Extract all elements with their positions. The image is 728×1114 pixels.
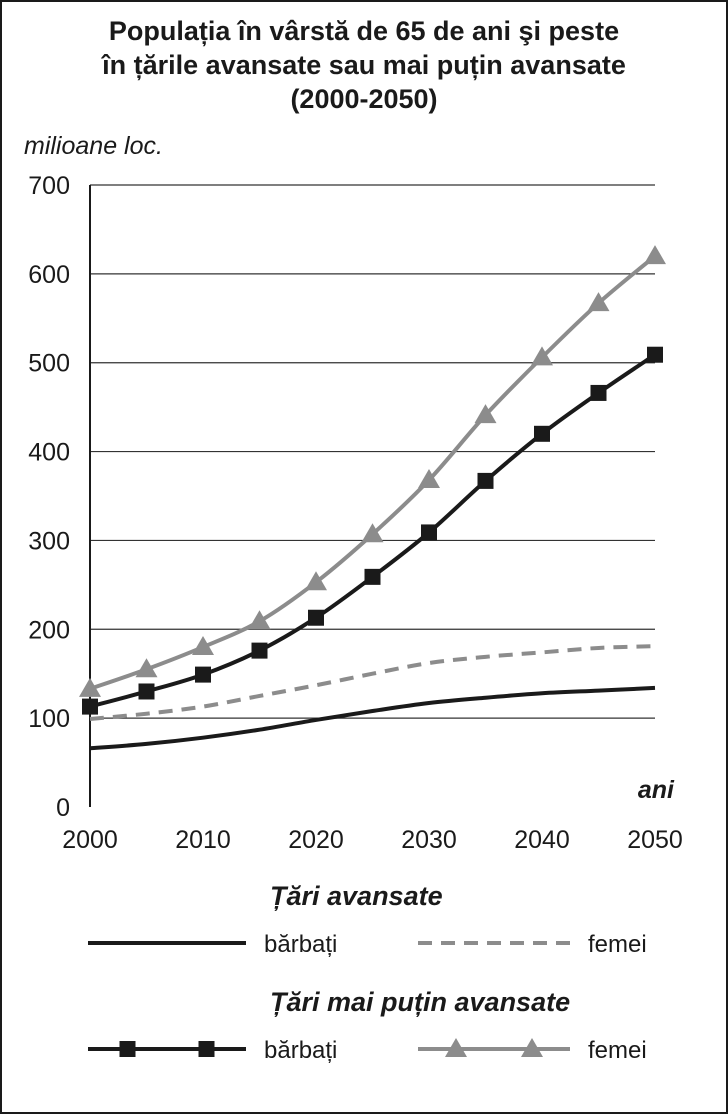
data-point — [587, 292, 610, 312]
y-tick-label: 0 — [56, 794, 70, 822]
data-point — [248, 610, 271, 630]
legend-marker — [198, 1041, 215, 1057]
data-point — [135, 658, 158, 678]
legend-label: bărbați — [264, 931, 337, 958]
data-point — [418, 469, 440, 489]
series-1 — [89, 644, 656, 722]
data-point — [647, 346, 663, 363]
data-point — [531, 346, 553, 366]
legend: Țări avansate bărbați femei Țări mai puțin … — [88, 881, 647, 1064]
data-point — [421, 524, 437, 541]
series-lines — [79, 245, 666, 751]
data-point — [192, 636, 214, 656]
y-tick-label: 300 — [28, 527, 70, 555]
chart-title-line-1: Populația în vârstă de 65 de ani şi pest… — [108, 16, 620, 46]
legend-group-title: Țări avansate — [270, 881, 443, 911]
series-line — [89, 254, 657, 691]
y-tick-label: 600 — [28, 261, 70, 289]
x-tick-label: 2030 — [401, 826, 457, 854]
x-tick-label: 2000 — [62, 826, 118, 854]
y-tick-label: 700 — [28, 172, 70, 200]
series-2 — [82, 346, 663, 715]
data-point — [251, 642, 268, 659]
x-tick-labels: 2000 2010 2020 2030 2040 2050 — [62, 826, 683, 854]
data-point — [474, 404, 497, 424]
legend-marker — [445, 1038, 467, 1057]
chart-title-line-2: în țările avansate sau mai puțin avansat… — [102, 50, 626, 80]
y-tick-labels: 0 100 200 300 400 500 600 700 — [28, 172, 70, 822]
legend-label: femei — [588, 1037, 647, 1064]
x-axis-label: ani — [638, 776, 675, 804]
y-tick-label: 200 — [28, 616, 70, 644]
chart-title: Populația în vârstă de 65 de ani şi pest… — [0, 14, 728, 116]
data-point — [79, 677, 101, 697]
x-tick-label: 2040 — [514, 826, 570, 854]
y-tick-label: 100 — [28, 705, 70, 733]
y-tick-label: 500 — [28, 350, 70, 378]
legend-marker — [521, 1038, 543, 1057]
data-point — [138, 683, 155, 700]
x-tick-label: 2050 — [627, 826, 683, 854]
data-point — [305, 571, 327, 591]
x-tick-label: 2010 — [175, 826, 231, 854]
data-point — [361, 523, 384, 543]
grid-lines — [90, 184, 655, 719]
x-tick-label: 2020 — [288, 826, 344, 854]
y-axis-label: milioane loc. — [24, 132, 163, 160]
series-line — [89, 685, 656, 751]
data-point — [644, 245, 666, 265]
data-point — [590, 384, 607, 401]
series-line — [89, 644, 656, 722]
series-0 — [89, 685, 656, 751]
data-point — [195, 666, 211, 683]
data-point — [82, 698, 98, 715]
series-3 — [79, 245, 666, 697]
y-tick-label: 400 — [28, 439, 70, 467]
data-point — [534, 425, 550, 442]
data-point — [477, 472, 494, 489]
legend-label: bărbați — [264, 1037, 337, 1064]
data-point — [364, 568, 381, 585]
chart-title-line-3: (2000-2050) — [290, 84, 438, 114]
legend-marker — [119, 1041, 136, 1057]
legend-group-title: Țări mai puțin avansate — [270, 987, 570, 1017]
data-point — [308, 609, 324, 626]
legend-label: femei — [588, 931, 647, 958]
